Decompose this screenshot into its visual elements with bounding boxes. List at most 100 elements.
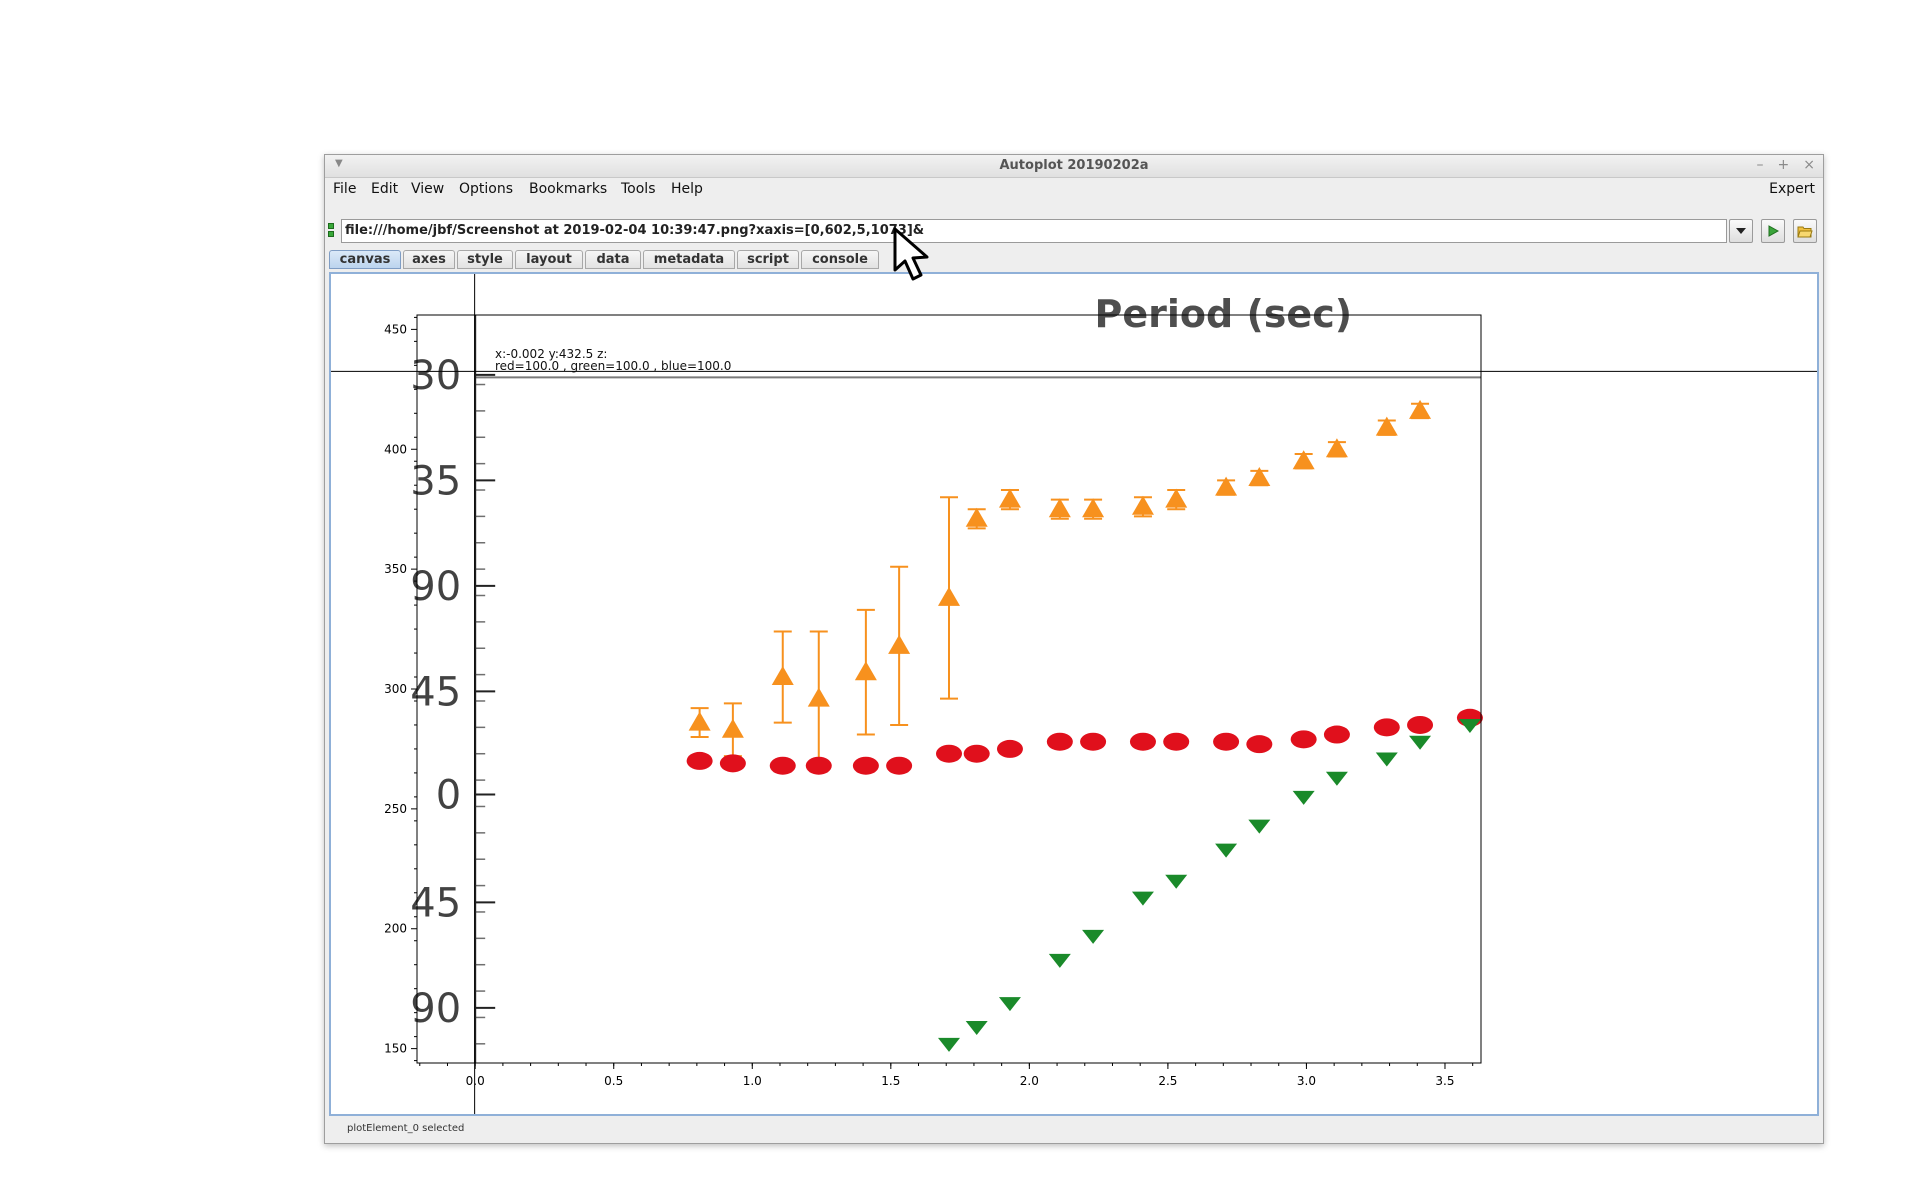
window-menu-icon[interactable]: ▼ [335,158,343,169]
recent-urls-dropdown-button[interactable] [1729,219,1753,243]
orange-triangle-point [938,586,960,606]
folder-open-icon [1797,226,1813,238]
green-triangle-point [1292,790,1315,805]
menu-view[interactable]: View [411,181,445,197]
minimize-icon[interactable]: – [1756,157,1764,173]
plot-svg[interactable]: Period (sec)3035904504590150200250300350… [331,274,1817,1114]
red-circle-point [1163,732,1190,751]
x-tick-label: 3.5 [1435,1074,1454,1088]
menu-options[interactable]: Options [459,181,514,197]
image-left-label: 0 [436,772,461,818]
orange-triangle-point [1165,488,1188,508]
red-circle-point [1213,732,1240,751]
green-triangle-point [1409,735,1432,750]
image-left-label: 45 [410,880,461,926]
red-circle-point [1046,732,1073,751]
red-circle-point [996,739,1023,758]
plot-canvas[interactable]: Period (sec) 30 35 90 45 0 45 90 150 200 250 300 350… [329,272,1819,1116]
orange-triangle-point [771,666,794,686]
menu-help[interactable]: Help [671,181,703,197]
x-tick-label: 1.0 [743,1074,762,1088]
tab-console[interactable]: console [801,250,879,269]
red-circle-point [1373,718,1400,737]
green-triangle-point [1165,874,1188,889]
red-circle-point [1407,715,1434,734]
tab-layout[interactable]: layout [515,250,583,269]
red-circle-point [805,756,832,775]
menu-bar: File Edit View Options Bookmarks Tools H… [325,178,1823,200]
y-tick-label: 300 [384,682,407,696]
green-triangle-point [1248,819,1271,834]
orange-triangle-point [1082,498,1105,518]
green-triangle-point [1048,953,1071,968]
window-title: Autoplot 20190202a [999,158,1149,173]
maximize-icon[interactable]: + [1777,157,1790,173]
menu-file[interactable]: File [333,181,357,197]
orange-triangle-point [1409,399,1432,419]
green-triangle-point [1082,929,1105,944]
red-circle-point [1246,735,1273,754]
orange-triangle-point [1325,438,1348,458]
tab-style[interactable]: style [457,250,513,269]
menu-bookmarks[interactable]: Bookmarks [529,181,608,197]
orange-triangle-point [998,488,1021,508]
image-left-label: 35 [410,458,461,504]
orange-triangle-point [1131,495,1154,515]
orange-triangle-point [1375,416,1398,436]
green-triangle-point [965,1021,988,1036]
green-triangle-point [1375,752,1398,767]
green-triangle-point [938,1037,960,1052]
orange-triangle-point [1048,498,1071,518]
red-circle-point [1080,732,1107,751]
red-circle-point [719,754,746,773]
orange-triangle-point [1215,476,1238,496]
red-circle-point [1290,730,1317,749]
y-tick-label: 350 [384,562,407,576]
orange-triangle-point [807,687,830,707]
plot-go-button[interactable] [1761,219,1785,243]
red-circle-point [963,744,990,763]
title-bar[interactable]: ▼ Autoplot 20190202a – + × [325,155,1823,178]
green-triangle-point [1325,771,1348,786]
red-circle-point [852,756,879,775]
status-bar: plotElement_0 selected [347,1123,465,1134]
green-triangle-point [1131,891,1154,906]
green-triangle-point [1215,843,1238,858]
status-led-icon [328,223,334,239]
close-icon[interactable]: × [1803,157,1815,173]
x-tick-label: 2.5 [1158,1074,1177,1088]
red-circle-point [769,756,796,775]
tab-script[interactable]: script [737,250,799,269]
orange-triangle-point [888,634,911,654]
green-triangle-point [998,997,1021,1012]
coordinate-readout: x:-0.002 y:432.5 z: red=100.0 , green=10… [495,348,731,372]
image-left-label: 90 [410,986,461,1032]
x-tick-label: 1.5 [881,1074,900,1088]
red-circle-point [1129,732,1156,751]
y-tick-label: 450 [384,322,407,336]
orange-triangle-point [1248,467,1271,487]
orange-triangle-point [965,507,988,527]
expert-mode-menu[interactable]: Expert [1769,181,1815,197]
orange-triangle-point [1292,450,1315,470]
menu-edit[interactable]: Edit [371,181,399,197]
x-tick-label: 0.0 [466,1074,485,1088]
mouse-pointer-icon [893,227,929,281]
image-left-label: 45 [410,669,461,715]
red-circle-point [886,756,913,775]
menu-tools[interactable]: Tools [621,181,656,197]
tab-axes[interactable]: axes [403,250,455,269]
readout-rgb: red=100.0 , green=100.0 , blue=100.0 [495,359,732,373]
tab-canvas[interactable]: canvas [329,250,401,269]
y-tick-label: 400 [384,442,407,456]
autoplot-window: ▼ Autoplot 20190202a – + × File Edit Vie… [324,154,1824,1144]
tab-metadata[interactable]: metadata [643,250,735,269]
chevron-down-icon [1736,228,1746,234]
y-tick-label: 150 [384,1042,407,1056]
data-set-selector: file:///home/jbf/Screenshot at 2019-02-0… [325,217,1823,245]
browse-files-button[interactable] [1793,219,1817,243]
red-circle-point [936,744,962,763]
url-input[interactable]: file:///home/jbf/Screenshot at 2019-02-0… [341,219,1727,243]
tab-data[interactable]: data [585,250,641,269]
orange-triangle-point [854,661,877,681]
